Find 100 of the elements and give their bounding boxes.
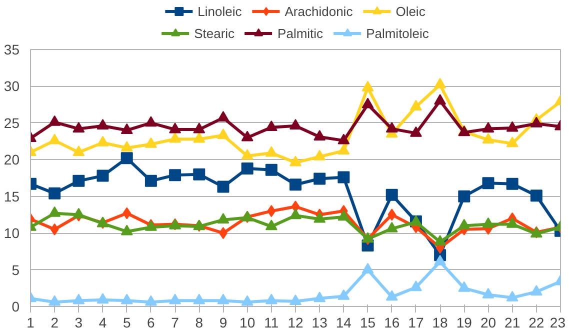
point xyxy=(122,207,132,220)
x-tick-label: 15 xyxy=(360,314,376,330)
point xyxy=(72,208,85,218)
point xyxy=(217,213,230,224)
y-tick-label: 15 xyxy=(4,188,20,204)
point xyxy=(386,290,398,301)
point xyxy=(338,171,350,184)
point xyxy=(144,295,157,306)
x-tick-label: 5 xyxy=(122,314,131,330)
point xyxy=(267,205,276,218)
point xyxy=(506,217,518,228)
x-tick-label: 16 xyxy=(384,314,400,330)
point xyxy=(120,294,133,304)
y-tick-label: 10 xyxy=(4,225,20,242)
point xyxy=(434,235,446,246)
point xyxy=(530,116,542,128)
x-tick-label: 17 xyxy=(408,314,424,330)
x-tick-label: 11 xyxy=(264,314,279,330)
legend-label: Stearic xyxy=(194,26,235,40)
legend-label: Palmitic xyxy=(278,26,324,40)
point xyxy=(458,190,470,202)
point xyxy=(314,130,326,141)
point xyxy=(265,146,278,157)
legend-label: Palmitoleic xyxy=(366,26,429,40)
point xyxy=(362,98,374,108)
point xyxy=(96,119,109,130)
point xyxy=(144,116,157,127)
x-tick-label: 21 xyxy=(504,314,520,330)
legend-label: Oleic xyxy=(396,4,426,18)
point xyxy=(144,137,157,148)
point xyxy=(314,292,326,302)
point xyxy=(410,100,422,110)
point xyxy=(217,128,230,140)
point xyxy=(506,290,518,302)
x-tick-label: 2 xyxy=(50,314,59,330)
point xyxy=(338,144,350,155)
x-tick-label: 3 xyxy=(74,314,83,330)
point xyxy=(290,178,302,191)
point xyxy=(120,141,133,152)
point xyxy=(48,206,61,217)
x-tick-label: 6 xyxy=(147,314,156,330)
point xyxy=(386,122,398,132)
point xyxy=(290,156,302,166)
point xyxy=(241,295,254,306)
point xyxy=(217,110,230,122)
point xyxy=(48,187,61,200)
point xyxy=(265,120,278,132)
point xyxy=(193,122,206,134)
point xyxy=(72,294,85,304)
point xyxy=(241,130,254,142)
point xyxy=(265,294,278,304)
point xyxy=(169,294,182,304)
point xyxy=(314,212,326,223)
point xyxy=(338,210,350,221)
y-tick-label: 25 xyxy=(4,114,20,131)
point xyxy=(120,152,133,164)
point xyxy=(193,294,206,304)
point xyxy=(96,170,109,182)
point xyxy=(506,178,518,190)
point xyxy=(50,223,59,236)
point xyxy=(96,136,109,146)
point xyxy=(193,168,206,180)
point xyxy=(482,132,494,144)
point xyxy=(96,293,109,304)
x-tick-label: 18 xyxy=(432,314,448,330)
point xyxy=(169,122,182,134)
legend-label: Linoleic xyxy=(198,4,242,18)
x-tick-label: 22 xyxy=(528,314,544,330)
point xyxy=(482,177,494,190)
point xyxy=(48,134,61,144)
point xyxy=(506,136,518,148)
point xyxy=(290,294,302,306)
x-tick-label: 12 xyxy=(288,314,304,330)
point xyxy=(362,262,374,274)
x-tick-label: 20 xyxy=(480,314,496,330)
point xyxy=(169,132,182,143)
x-tick-label: 8 xyxy=(195,314,204,330)
point xyxy=(458,218,470,230)
point xyxy=(434,254,446,266)
point xyxy=(530,190,542,202)
x-tick-label: 4 xyxy=(98,314,107,330)
y-tick-label: 35 xyxy=(4,42,20,58)
point xyxy=(482,122,494,132)
legend-label: Arachidonic xyxy=(284,4,353,18)
point xyxy=(458,281,470,292)
point xyxy=(388,208,396,221)
point xyxy=(265,164,278,176)
point xyxy=(506,121,518,132)
point xyxy=(48,295,61,306)
y-tick-label: 0 xyxy=(12,298,20,314)
point xyxy=(72,174,85,187)
point xyxy=(290,119,302,130)
point xyxy=(314,150,326,160)
point xyxy=(530,284,542,296)
y-tick-label: 5 xyxy=(12,262,20,278)
point xyxy=(362,80,374,92)
point xyxy=(217,180,230,193)
point xyxy=(314,172,326,185)
point xyxy=(120,123,133,134)
point xyxy=(434,94,446,105)
